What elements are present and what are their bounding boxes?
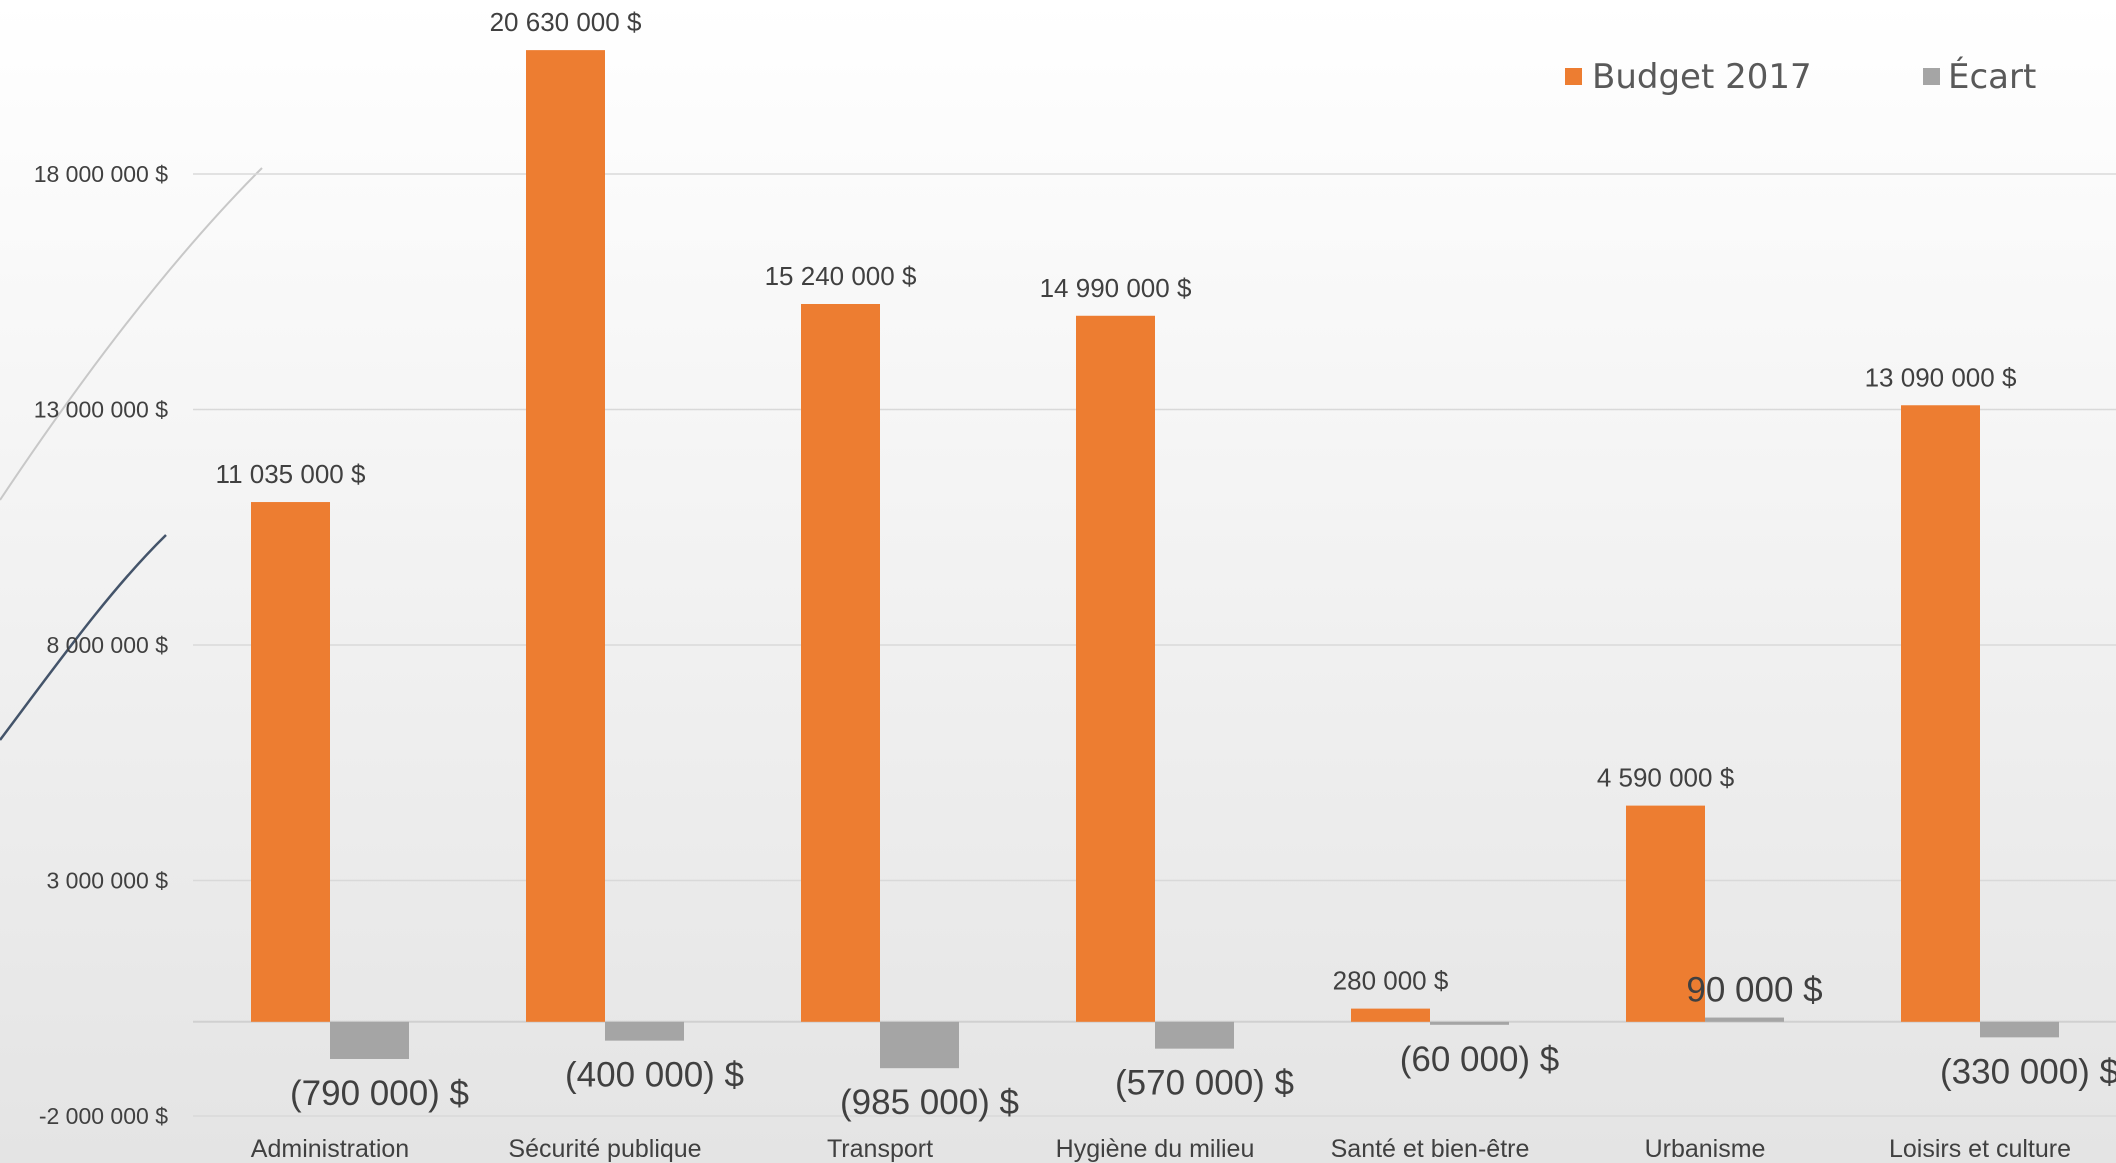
bar-ecart bbox=[1155, 1021, 1234, 1049]
bar-budget-2017 bbox=[251, 502, 330, 1022]
decorative-curve-dark bbox=[0, 534, 167, 741]
y-tick-label: 3 000 000 $ bbox=[46, 868, 168, 894]
x-category-label: Santé et bien-être bbox=[1331, 1135, 1530, 1163]
x-category-label: Loisirs et culture bbox=[1889, 1135, 2071, 1163]
x-category-label: Sécurité publique bbox=[508, 1135, 701, 1163]
y-tick-label: 8 000 000 $ bbox=[46, 632, 168, 658]
legend: Budget 2017 Écart bbox=[1565, 56, 2036, 97]
bar-ecart bbox=[1705, 1017, 1784, 1022]
data-label-budget: 20 630 000 $ bbox=[490, 7, 642, 37]
data-label-budget: 280 000 $ bbox=[1333, 966, 1449, 996]
decorative-curve-light bbox=[0, 167, 263, 501]
bar-budget-2017 bbox=[1076, 315, 1155, 1022]
y-tick-label: 18 000 000 $ bbox=[34, 161, 169, 187]
x-category-label: Administration bbox=[251, 1135, 409, 1163]
data-label-ecart: (985 000) $ bbox=[840, 1083, 1019, 1122]
data-label-ecart: (790 000) $ bbox=[290, 1074, 469, 1113]
bar-ecart bbox=[605, 1021, 684, 1041]
data-label-budget: 4 590 000 $ bbox=[1597, 763, 1735, 793]
data-label-ecart: 90 000 $ bbox=[1686, 971, 1822, 1010]
bar-ecart bbox=[1430, 1021, 1509, 1025]
bar-budget-2017 bbox=[1351, 1008, 1430, 1022]
bars bbox=[251, 50, 2059, 1069]
y-axis: -2 000 000 $ 3 000 000 $ 8 000 000 $ 13 000… bbox=[34, 161, 169, 1129]
data-label-ecart: (570 000) $ bbox=[1115, 1064, 1294, 1103]
data-label-budget: 13 090 000 $ bbox=[1865, 362, 2017, 392]
legend-swatch-budget bbox=[1565, 68, 1582, 85]
data-label-budget: 14 990 000 $ bbox=[1040, 273, 1192, 303]
legend-swatch-ecart bbox=[1923, 68, 1940, 85]
x-category-label: Transport bbox=[827, 1135, 933, 1163]
bar-budget-2017 bbox=[1901, 405, 1980, 1022]
data-label-ecart: (60 000) $ bbox=[1400, 1040, 1560, 1079]
legend-label-ecart: Écart bbox=[1948, 56, 2036, 97]
data-label-ecart: (330 000) $ bbox=[1940, 1052, 2116, 1091]
legend-label-budget: Budget 2017 bbox=[1592, 57, 1812, 97]
y-tick-label: -2 000 000 $ bbox=[39, 1103, 168, 1129]
bar-budget-2017 bbox=[1626, 805, 1705, 1022]
x-category-label: Urbanisme bbox=[1645, 1135, 1766, 1163]
data-label-ecart: (400 000) $ bbox=[565, 1056, 744, 1095]
data-label-budget: 11 035 000 $ bbox=[216, 459, 366, 489]
x-category-label: Hygiène du milieu bbox=[1056, 1135, 1255, 1163]
data-label-budget: 15 240 000 $ bbox=[765, 261, 917, 291]
y-tick-label: 13 000 000 $ bbox=[34, 397, 169, 423]
bar-budget-2017 bbox=[526, 50, 605, 1022]
bar-ecart bbox=[330, 1021, 409, 1060]
data-labels: 11 035 000 $ (790 000) $ 20 630 000 $ (400 … bbox=[216, 7, 2116, 1122]
bar-budget-2017 bbox=[801, 303, 880, 1022]
bar-ecart bbox=[880, 1021, 959, 1069]
bar-ecart bbox=[1980, 1021, 2059, 1038]
category-labels: Administration Sécurité publique Transport… bbox=[251, 1135, 2071, 1163]
